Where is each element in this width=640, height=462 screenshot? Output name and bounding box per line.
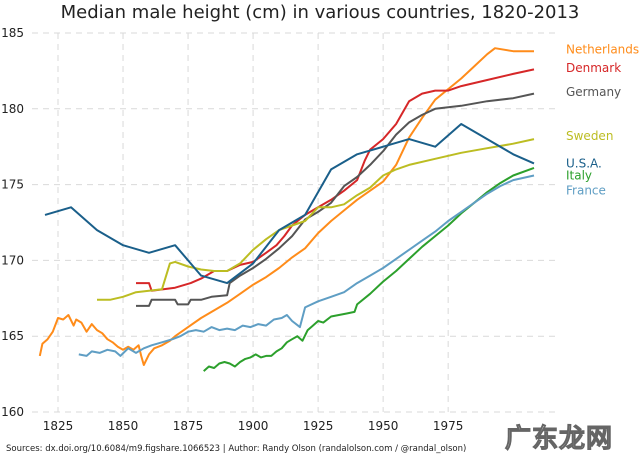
series-end-label: U.S.A.	[566, 156, 602, 170]
series-line-germany	[136, 92, 535, 307]
series-line-netherlands	[38, 47, 534, 366]
x-tick-label: 1925	[303, 419, 334, 433]
y-tick-label: 165	[1, 329, 24, 343]
series-line-sweden	[97, 138, 535, 301]
x-tick-label: 1900	[238, 419, 269, 433]
series-end-label: Netherlands	[566, 43, 639, 57]
series-end-label: Sweden	[566, 129, 613, 143]
y-tick-label: 185	[1, 26, 24, 40]
x-tick-label: 1825	[43, 419, 74, 433]
x-tick-label: 1975	[433, 419, 464, 433]
watermark-logo: 广东龙网	[504, 424, 614, 455]
series-line-u-s-a	[44, 123, 535, 285]
x-tick-label: 1850	[108, 419, 139, 433]
source-note: Sources: dx.doi.org/10.6084/m9.figshare.…	[6, 444, 467, 454]
series-end-label: Italy	[566, 169, 592, 183]
series-line-france	[78, 174, 535, 357]
y-tick-label: 160	[1, 405, 24, 419]
y-tick-label: 170	[1, 253, 24, 267]
series-end-label: France	[566, 184, 606, 198]
x-tick-label: 1950	[368, 419, 399, 433]
y-tick-label: 180	[1, 102, 24, 116]
series-end-label: Denmark	[566, 61, 621, 75]
x-tick-label: 1875	[173, 419, 204, 433]
chart-title: Median male height (cm) in various count…	[60, 2, 580, 23]
series-end-label: Germany	[566, 85, 621, 99]
series-line-italy	[203, 166, 535, 372]
y-tick-label: 175	[1, 178, 24, 192]
